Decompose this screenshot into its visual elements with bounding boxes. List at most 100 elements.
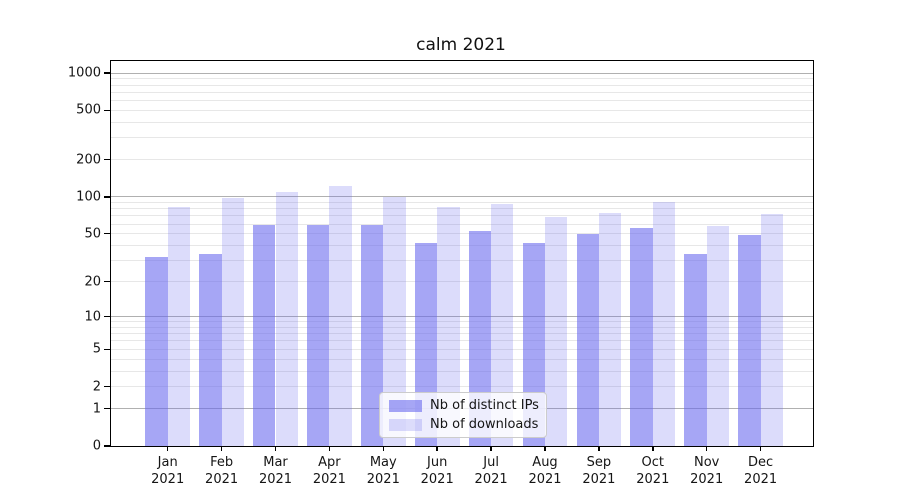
bar-distinct-ips-may <box>360 224 384 446</box>
x-tick-label-jun: Jun 2021 <box>420 455 454 487</box>
y-tick-label: 50 <box>84 226 101 242</box>
x-tick-mark <box>166 446 169 451</box>
bar-downloads-jul <box>491 203 514 446</box>
gridline-minor <box>111 340 813 342</box>
bar-distinct-ips-feb <box>199 254 222 446</box>
y-tick-mark <box>104 445 110 447</box>
y-tick-mark <box>104 196 110 198</box>
bar-downloads-apr <box>329 186 352 446</box>
x-tick-mark <box>598 446 600 451</box>
y-tick-mark <box>104 385 110 388</box>
y-tick-label: 2 <box>92 379 101 395</box>
gridline-major <box>111 72 813 74</box>
x-tick-mark <box>328 446 331 451</box>
legend-label-distinct-ips: Nb of distinct IPs <box>430 398 539 413</box>
gridline-major <box>111 196 813 198</box>
bar-downloads-feb <box>221 198 244 446</box>
y-tick-label: 1000 <box>67 65 101 81</box>
gridline-minor <box>111 201 813 203</box>
bar-distinct-ips-apr <box>307 224 330 446</box>
gridline-minor <box>111 137 813 139</box>
y-tick-label: 100 <box>76 189 101 205</box>
bar-downloads-nov <box>706 225 730 446</box>
gridline-major <box>111 316 813 318</box>
x-tick-label-aug: Aug 2021 <box>528 455 562 487</box>
gridline-minor <box>111 233 813 235</box>
bar-distinct-ips-dec <box>738 234 761 446</box>
x-tick-label-may: May 2021 <box>366 455 400 487</box>
legend-item-downloads: Nb of downloads <box>380 417 546 432</box>
x-tick-label-nov: Nov 2021 <box>690 455 724 487</box>
x-tick-label-dec: Dec 2021 <box>744 455 778 487</box>
x-tick-mark <box>705 446 708 451</box>
legend: Nb of distinct IPs Nb of downloads <box>379 392 547 438</box>
x-tick-mark <box>220 446 223 451</box>
bar-distinct-ips-oct <box>630 227 653 446</box>
x-tick-label-jul: Jul 2021 <box>474 455 508 487</box>
gridline-minor <box>111 223 813 225</box>
plot-area: 0 1 2 5 10 20 50 100 200 500 1000 Jan 2021 Feb 2021… <box>68 60 814 487</box>
gridline-minor <box>111 370 813 372</box>
y-tick-label: 10 <box>84 309 101 325</box>
x-tick-label-feb: Feb 2021 <box>205 455 239 487</box>
y-tick-label: 1 <box>92 401 101 417</box>
gridline-minor <box>111 245 813 247</box>
y-tick-label: 20 <box>84 274 101 290</box>
gridline-minor <box>111 260 813 262</box>
gridline-minor <box>111 281 813 283</box>
gridline-minor <box>111 121 813 123</box>
y-tick-mark <box>104 280 110 283</box>
bar-downloads-oct <box>652 201 676 446</box>
legend-swatch-distinct-ips <box>389 399 422 412</box>
y-tick-mark <box>104 72 110 74</box>
bar-distinct-ips-nov <box>684 254 707 446</box>
bar-distinct-ips-mar <box>253 224 276 446</box>
bar-downloads-mar <box>275 191 298 446</box>
gridline-minor <box>111 78 813 80</box>
x-tick-label-mar: Mar 2021 <box>258 455 293 487</box>
gridline-minor <box>111 326 813 328</box>
x-tick-mark <box>490 446 492 451</box>
y-tick-mark <box>104 109 110 112</box>
legend-swatch-downloads <box>389 418 422 431</box>
gridline-minor <box>111 159 813 161</box>
y-tick-mark <box>104 232 110 235</box>
x-tick-mark <box>652 446 654 451</box>
x-tick-label-oct: Oct 2021 <box>636 455 670 487</box>
gridline-minor <box>111 100 813 102</box>
x-tick-label-jan: Jan 2021 <box>151 455 185 487</box>
gridline-minor <box>111 109 813 111</box>
x-tick-mark <box>759 446 762 451</box>
bar-downloads-jan <box>167 207 191 446</box>
x-tick-mark <box>544 446 546 451</box>
gridline-minor <box>111 208 813 210</box>
bar-downloads-aug <box>545 216 568 446</box>
gridline-minor <box>111 91 813 93</box>
y-tick-label: 0 <box>92 438 101 454</box>
bar-distinct-ips-sep <box>576 233 599 446</box>
y-tick-label: 500 <box>76 102 101 118</box>
y-tick-mark <box>104 315 110 318</box>
x-tick-mark <box>436 446 438 451</box>
gridline-minor <box>111 386 813 388</box>
bar-downloads-jun <box>437 207 460 446</box>
x-tick-mark <box>274 446 277 451</box>
x-tick-mark <box>382 446 385 451</box>
gridline-minor <box>111 333 813 335</box>
y-tick-mark <box>104 407 110 410</box>
chart-title: calm 2021 <box>416 35 506 55</box>
gridline-minor <box>111 84 813 86</box>
legend-item-distinct-ips: Nb of distinct IPs <box>380 398 546 413</box>
legend-label-downloads: Nb of downloads <box>430 417 539 432</box>
gridline-minor <box>111 321 813 323</box>
bar-downloads-dec <box>760 214 783 446</box>
gridline-minor <box>111 358 813 360</box>
y-tick-mark <box>104 348 110 351</box>
gridline-minor <box>111 348 813 350</box>
gridline-minor <box>111 215 813 217</box>
bar-distinct-ips-jan <box>145 257 168 446</box>
bar-downloads-may <box>383 196 406 446</box>
y-tick-mark <box>104 158 110 161</box>
x-tick-label-apr: Apr 2021 <box>312 455 346 487</box>
